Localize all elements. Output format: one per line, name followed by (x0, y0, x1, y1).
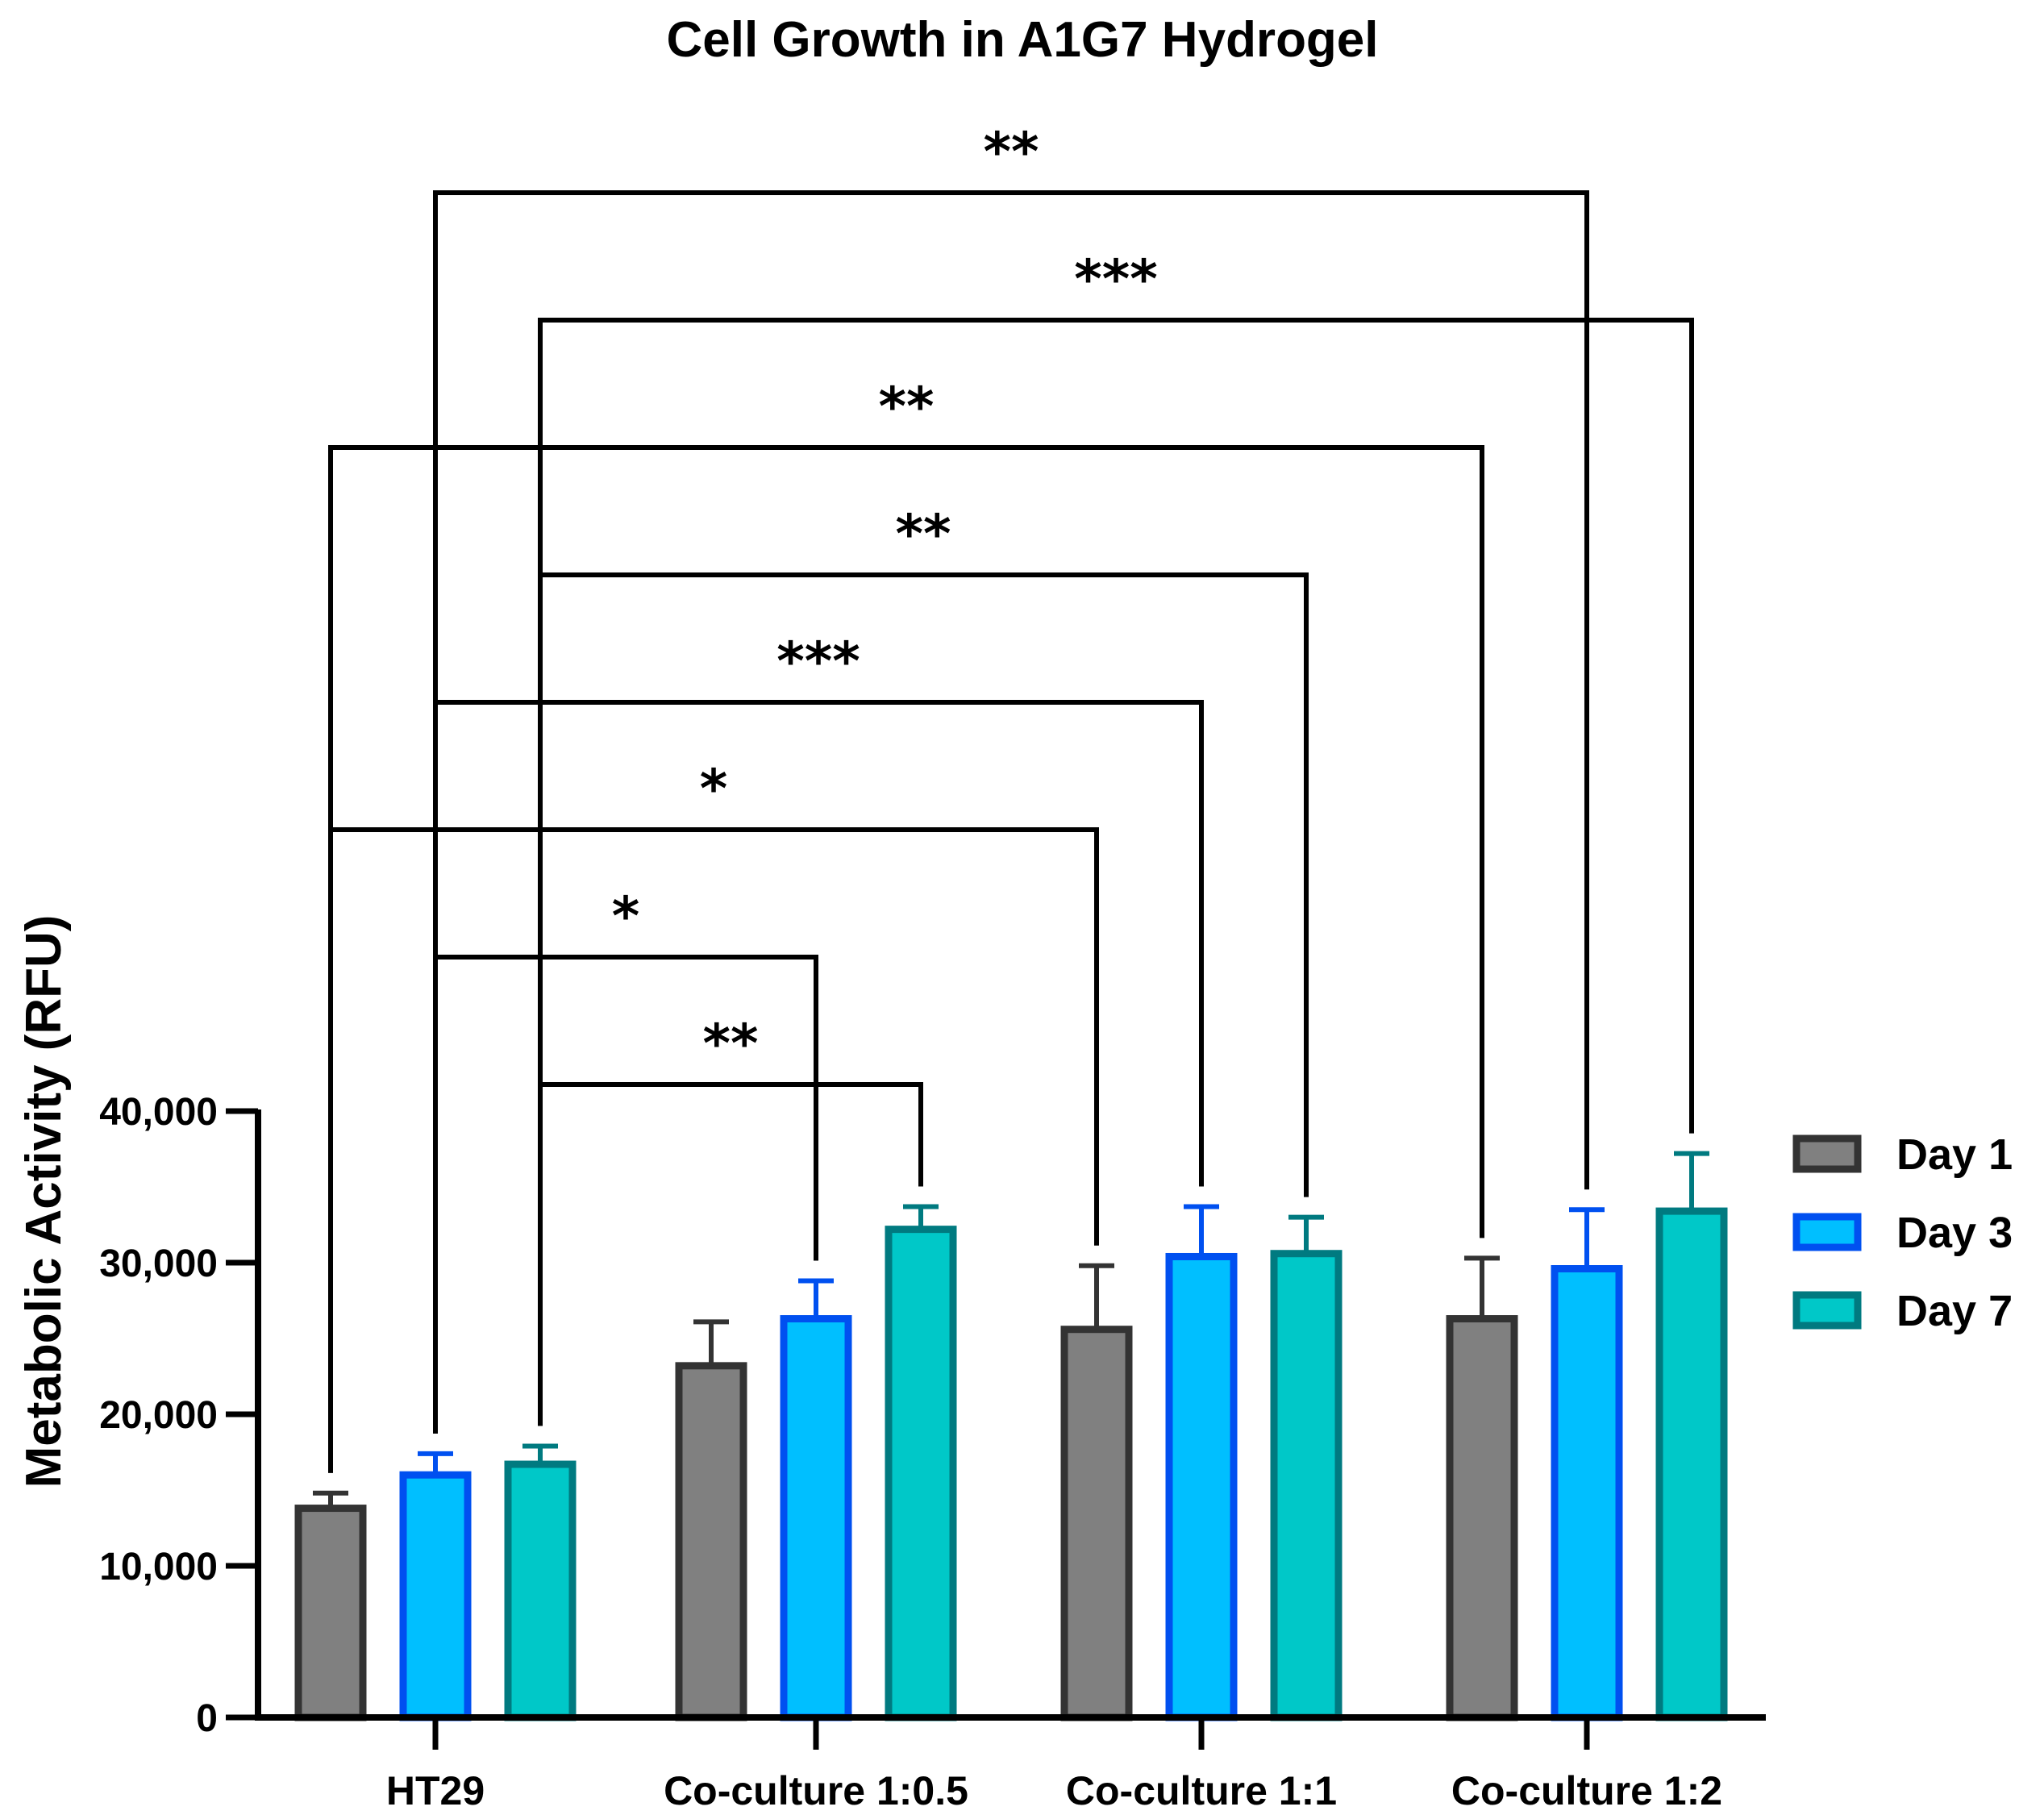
legend-swatch (1792, 1213, 1862, 1251)
significance-bracket (538, 318, 1694, 1426)
bar-day-7 (1270, 1250, 1343, 1721)
significance-label: * (700, 758, 728, 820)
y-tick-label: 0 (196, 1697, 218, 1740)
chart-title: Cell Growth in A1G7 Hydrogel (666, 12, 1378, 68)
significance-label: * (612, 885, 640, 947)
y-tick-label: 30,000 (99, 1243, 218, 1285)
significance-label: *** (776, 631, 860, 693)
legend-label: Day 7 (1896, 1287, 2013, 1335)
significance-bracket (433, 955, 818, 1434)
significance-brackets: **************** (328, 121, 1694, 1473)
x-tick-label: Co-culture 1:0.5 (664, 1768, 968, 1813)
legend-label: Day 1 (1896, 1130, 2013, 1179)
y-tick-label: 10,000 (99, 1546, 218, 1588)
x-tick-label: Co-culture 1:2 (1451, 1768, 1722, 1813)
bar-day-1 (675, 1362, 747, 1721)
bar-day-3 (1165, 1252, 1238, 1721)
y-tick-label: 20,000 (99, 1394, 218, 1437)
bar-day-7 (885, 1226, 957, 1721)
legend: Day 1 Day 3 Day 7 (1792, 1130, 2013, 1335)
bar-day-7 (504, 1460, 577, 1721)
bar-day-1 (1446, 1315, 1518, 1721)
x-tick-label: HT29 (386, 1768, 485, 1813)
y-axis-label: Metabolic Activity (RFU) (16, 915, 72, 1488)
significance-label: *** (1074, 248, 1158, 310)
bar-day-1 (294, 1505, 367, 1721)
bar-day-3 (780, 1315, 852, 1721)
bars (294, 1151, 1728, 1721)
bar-day-3 (1551, 1265, 1623, 1721)
bar-day-3 (399, 1471, 472, 1721)
legend-swatch (1792, 1291, 1862, 1330)
axes: 0 10,000 20,000 30,000 40,000 HT29 Co-culture … (99, 1091, 1766, 1813)
significance-label: ** (878, 376, 934, 438)
significance-label: ** (983, 121, 1039, 183)
bar-day-1 (1060, 1326, 1133, 1721)
significance-bracket (433, 190, 1589, 1434)
significance-bracket (328, 445, 1484, 1473)
x-tick-label: Co-culture 1:1 (1066, 1768, 1337, 1813)
significance-label: ** (895, 503, 951, 565)
bar-day-7 (1655, 1207, 1728, 1721)
y-tick-label: 40,000 (99, 1091, 218, 1134)
legend-swatch (1792, 1134, 1862, 1173)
legend-label: Day 3 (1896, 1209, 2013, 1257)
significance-label: ** (702, 1013, 758, 1075)
